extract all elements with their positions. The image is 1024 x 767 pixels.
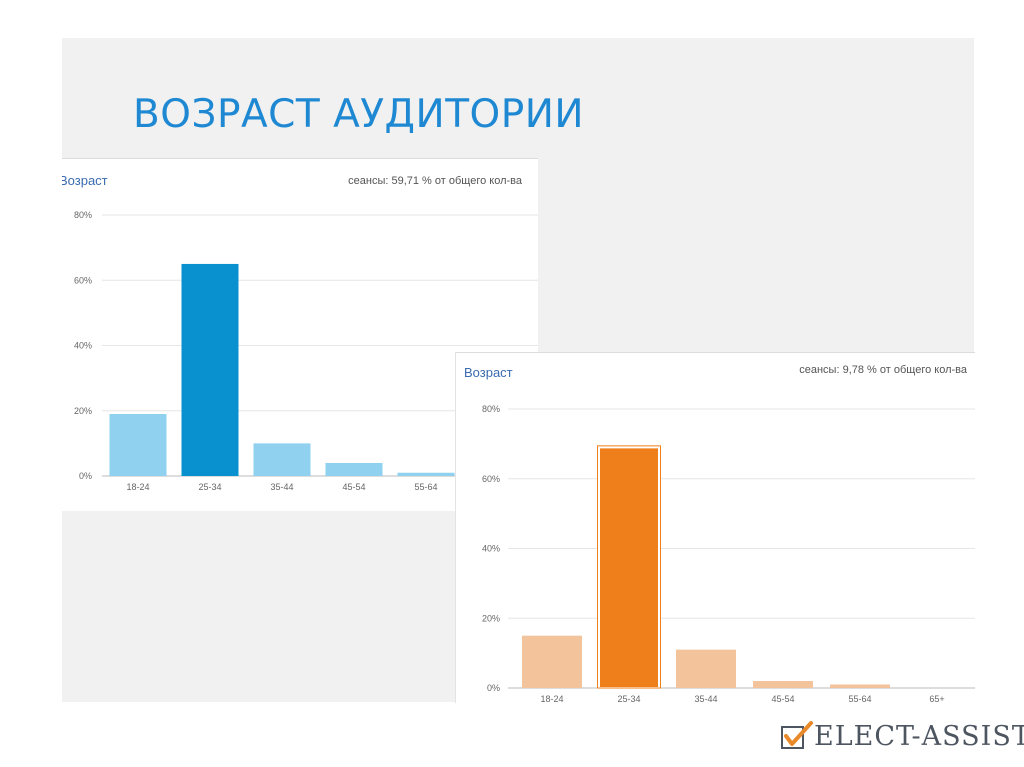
age-bar-chart-1: 80% 60% 40% 20% 0% 18-24 25-34 35-44 45-54 55-64 [74,210,538,492]
bar-25-34 [598,446,660,689]
age-bar-chart-2: 80% 60% 40% 20% 0% 18-24 25-34 35-44 45-54 55-64 6… [482,404,975,703]
bar-25-34 [181,263,239,476]
age-chart-panel-1: Возраст сеансы: 59,71 % от общего кол-ва… [62,158,538,511]
y-tick-label: 20% [74,406,92,416]
bar-outline-25-34 [597,445,661,689]
x-tick-label: 35-44 [270,482,293,492]
bar-55-64 [397,472,455,476]
y-tick-label: 0% [79,471,92,481]
elect-assist-logo: ELECT-ASSIST [780,716,1024,756]
y-tick-label: 40% [74,341,92,351]
x-tick-label: 45-54 [342,482,365,492]
bar-55-64 [830,684,890,688]
chart-title: Возраст [464,365,513,380]
y-tick-label: 40% [482,544,500,554]
y-tick-label: 20% [482,613,500,623]
slide-title: ВОЗРАСТ АУДИТОРИИ [133,92,585,137]
x-tick-label: 55-64 [848,694,871,703]
x-tick-label: 45-54 [771,694,794,703]
bar-35-44 [253,443,311,476]
age-chart-panel-2: Возраст сеансы: 9,78 % от общего кол-ва … [455,352,975,703]
bar-45-54 [753,681,813,688]
bar-45-54 [325,462,383,476]
x-tick-label: 25-34 [617,694,640,703]
chart-summary: сеансы: 59,71 % от общего кол-ва [348,175,522,187]
x-tick-label: 55-64 [414,482,437,492]
y-tick-label: 80% [74,210,92,220]
x-tick-label: 65+ [929,694,944,703]
bar-18-24 [109,414,167,476]
checkbox-check-icon [781,721,813,749]
y-tick-label: 80% [482,404,500,414]
x-tick-label: 18-24 [126,482,149,492]
y-tick-label: 0% [487,683,500,693]
y-tick-label: 60% [74,275,92,285]
x-tick-label: 18-24 [540,694,563,703]
y-tick-label: 60% [482,474,500,484]
bar-18-24 [522,635,582,688]
x-tick-label: 25-34 [198,482,221,492]
chart-summary: сеансы: 9,78 % от общего кол-ва [799,364,967,376]
logo-text: ELECT-ASSIST [814,720,1024,752]
x-tick-label: 35-44 [694,694,717,703]
chart-title: Возраст [62,173,108,188]
bar-35-44 [676,649,736,688]
